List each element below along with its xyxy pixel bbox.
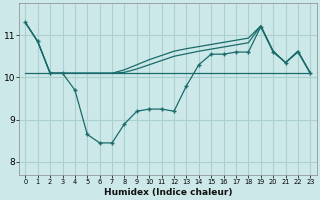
X-axis label: Humidex (Indice chaleur): Humidex (Indice chaleur) — [104, 188, 232, 197]
